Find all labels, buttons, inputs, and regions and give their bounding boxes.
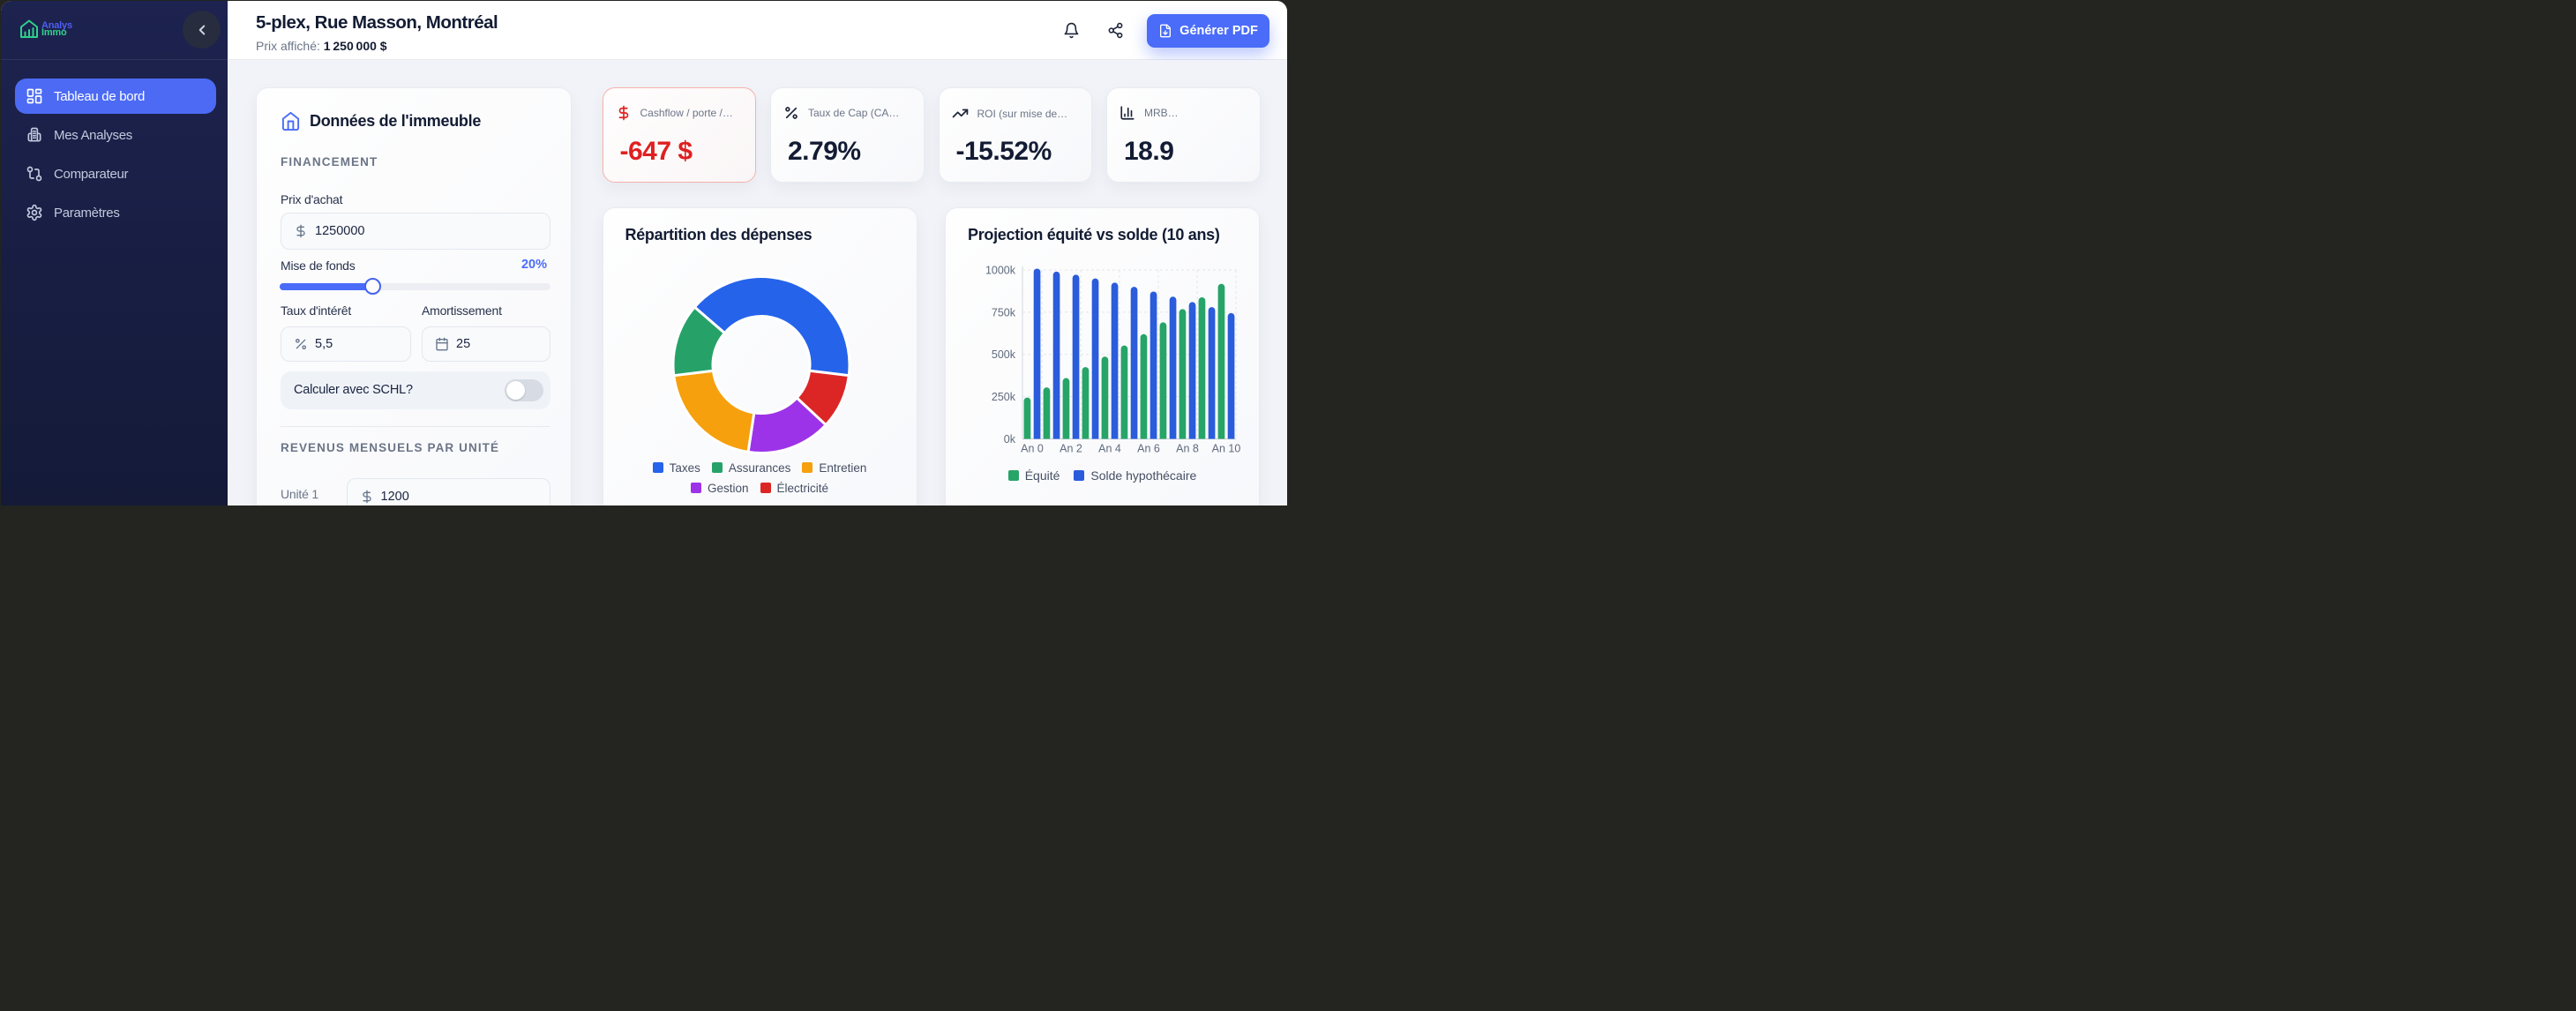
svg-text:An 2: An 2 <box>1060 442 1082 454</box>
svg-text:0k: 0k <box>1004 433 1016 446</box>
svg-text:500k: 500k <box>992 348 1016 361</box>
svg-text:750k: 750k <box>992 306 1016 318</box>
svg-text:An 0: An 0 <box>1021 442 1044 454</box>
svg-text:An 4: An 4 <box>1098 442 1121 454</box>
svg-text:An 6: An 6 <box>1137 442 1160 454</box>
svg-text:1000k: 1000k <box>985 264 1016 276</box>
svg-text:An 10: An 10 <box>1212 442 1241 454</box>
svg-text:250k: 250k <box>992 391 1016 403</box>
svg-text:An 8: An 8 <box>1176 442 1199 454</box>
